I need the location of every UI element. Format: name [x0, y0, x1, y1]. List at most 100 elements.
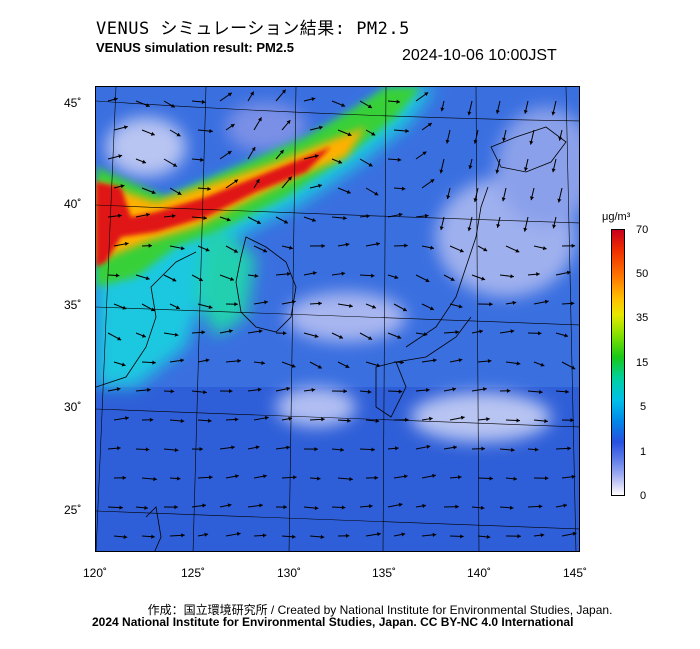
- wind-vector-head: [209, 475, 213, 480]
- wind-vector-head: [512, 300, 517, 305]
- wind-vector-head: [473, 198, 478, 202]
- wind-vector-head: [566, 270, 571, 275]
- high-pm25-core: [96, 147, 331, 267]
- wind-vector-head: [233, 249, 238, 253]
- lon-label-125: 125˚: [181, 566, 206, 580]
- wind-vector-head: [119, 505, 123, 510]
- wind-vector-head: [513, 476, 518, 481]
- wind-vector-head: [208, 418, 212, 423]
- wind-vector-head: [150, 307, 155, 312]
- wind-vector-head: [424, 213, 429, 218]
- wind-vector-head: [122, 305, 127, 310]
- wind-vector-head: [123, 125, 128, 130]
- wind-vector-head: [255, 445, 260, 450]
- wind-vector-head: [401, 532, 406, 537]
- wind-vector-head: [142, 159, 147, 164]
- wind-vector-head: [255, 179, 260, 184]
- wind-vector-head: [318, 125, 323, 130]
- wind-vector-head: [523, 109, 528, 114]
- wind-vector-head: [405, 128, 409, 133]
- wind-vector-head: [234, 417, 239, 422]
- wind-vector-head: [440, 107, 445, 112]
- wind-vector-head: [199, 447, 203, 452]
- wind-vector-head: [367, 389, 372, 394]
- wind-vector-head: [145, 103, 150, 108]
- wind-vector-head: [502, 137, 507, 142]
- wind-vector-head: [237, 358, 241, 363]
- map-title-english: VENUS simulation result: PM2.5: [96, 40, 294, 55]
- wind-vector-head: [544, 418, 548, 424]
- wind-vector-head: [571, 474, 576, 479]
- wind-vector-head: [151, 190, 156, 195]
- wind-vector-head: [227, 151, 232, 155]
- wind-vector-head: [264, 300, 268, 305]
- wind-vector-head: [279, 149, 284, 154]
- wind-vector-head: [516, 361, 521, 366]
- wind-vector-head: [175, 305, 180, 310]
- wind-vector-head: [564, 333, 569, 338]
- wind-vector-head: [509, 505, 514, 510]
- wind-vector-head: [552, 224, 557, 229]
- wind-vector-head: [321, 243, 325, 248]
- wind-vector-head: [258, 329, 263, 334]
- wind-vector-head: [205, 247, 210, 252]
- wind-vector-head: [291, 363, 296, 368]
- wind-vector-head: [495, 169, 500, 174]
- wind-vector-head: [146, 212, 150, 217]
- wind-vector-head: [432, 473, 436, 478]
- wind-vector-head: [439, 226, 444, 231]
- wind-vector-head: [394, 275, 399, 280]
- wind-vector-head: [480, 505, 485, 510]
- wind-vector-head: [172, 163, 177, 167]
- wind-vector-head: [115, 273, 120, 278]
- wind-vector-head: [113, 97, 118, 102]
- wind-vector-head: [453, 445, 457, 450]
- wind-vector-head: [432, 358, 437, 363]
- wind-vector-head: [170, 389, 175, 394]
- wind-vector-head: [230, 277, 234, 281]
- wind-vector-head: [257, 387, 262, 392]
- wind-vector-head: [254, 273, 259, 278]
- wind-vector-head: [345, 364, 350, 368]
- wind-vector-head: [368, 336, 373, 340]
- wind-vector-head: [180, 246, 185, 251]
- wind-vector-head: [427, 123, 432, 127]
- wind-vector-head: [201, 330, 206, 335]
- wind-vector-head: [558, 136, 563, 141]
- wind-vector-head: [202, 503, 206, 508]
- lon-label-135: 135˚: [372, 566, 397, 580]
- lat-label-25: 25˚: [64, 503, 82, 517]
- wind-vector-head: [286, 120, 291, 125]
- wind-vector-head: [425, 278, 430, 283]
- wind-vector-head: [481, 446, 485, 451]
- wind-vector-head: [150, 131, 155, 136]
- wind-vector-head: [570, 301, 575, 306]
- wind-vector-head: [314, 447, 318, 452]
- wind-vector-head: [311, 217, 316, 222]
- wind-vector-head: [149, 417, 154, 422]
- wind-vector-head: [347, 132, 352, 137]
- wind-vector-head: [501, 197, 506, 202]
- wind-vector-head: [396, 99, 401, 104]
- wind-vector-head: [345, 242, 350, 247]
- wind-vector-head: [349, 303, 353, 308]
- wind-vector-head: [557, 198, 562, 203]
- wind-vector-head: [398, 212, 403, 217]
- wind-vector-head: [312, 271, 317, 276]
- wind-vector-head: [181, 533, 185, 538]
- wind-vector-field: [107, 89, 577, 540]
- wind-vector-head: [506, 388, 511, 393]
- wind-vector-head: [125, 416, 129, 421]
- wind-vector-head: [321, 417, 325, 422]
- wind-vector-head: [251, 146, 256, 151]
- wind-vector-head: [551, 111, 556, 116]
- wind-vector-head: [207, 186, 211, 191]
- wind-vector-head: [517, 534, 521, 539]
- wind-vector-head: [123, 534, 128, 539]
- wind-vector-head: [542, 246, 547, 251]
- wind-vector-head: [458, 358, 463, 363]
- wind-vector-head: [228, 329, 233, 334]
- wind-vector-head: [283, 219, 288, 224]
- wind-vector-head: [371, 131, 376, 136]
- wind-vector-head: [263, 248, 268, 253]
